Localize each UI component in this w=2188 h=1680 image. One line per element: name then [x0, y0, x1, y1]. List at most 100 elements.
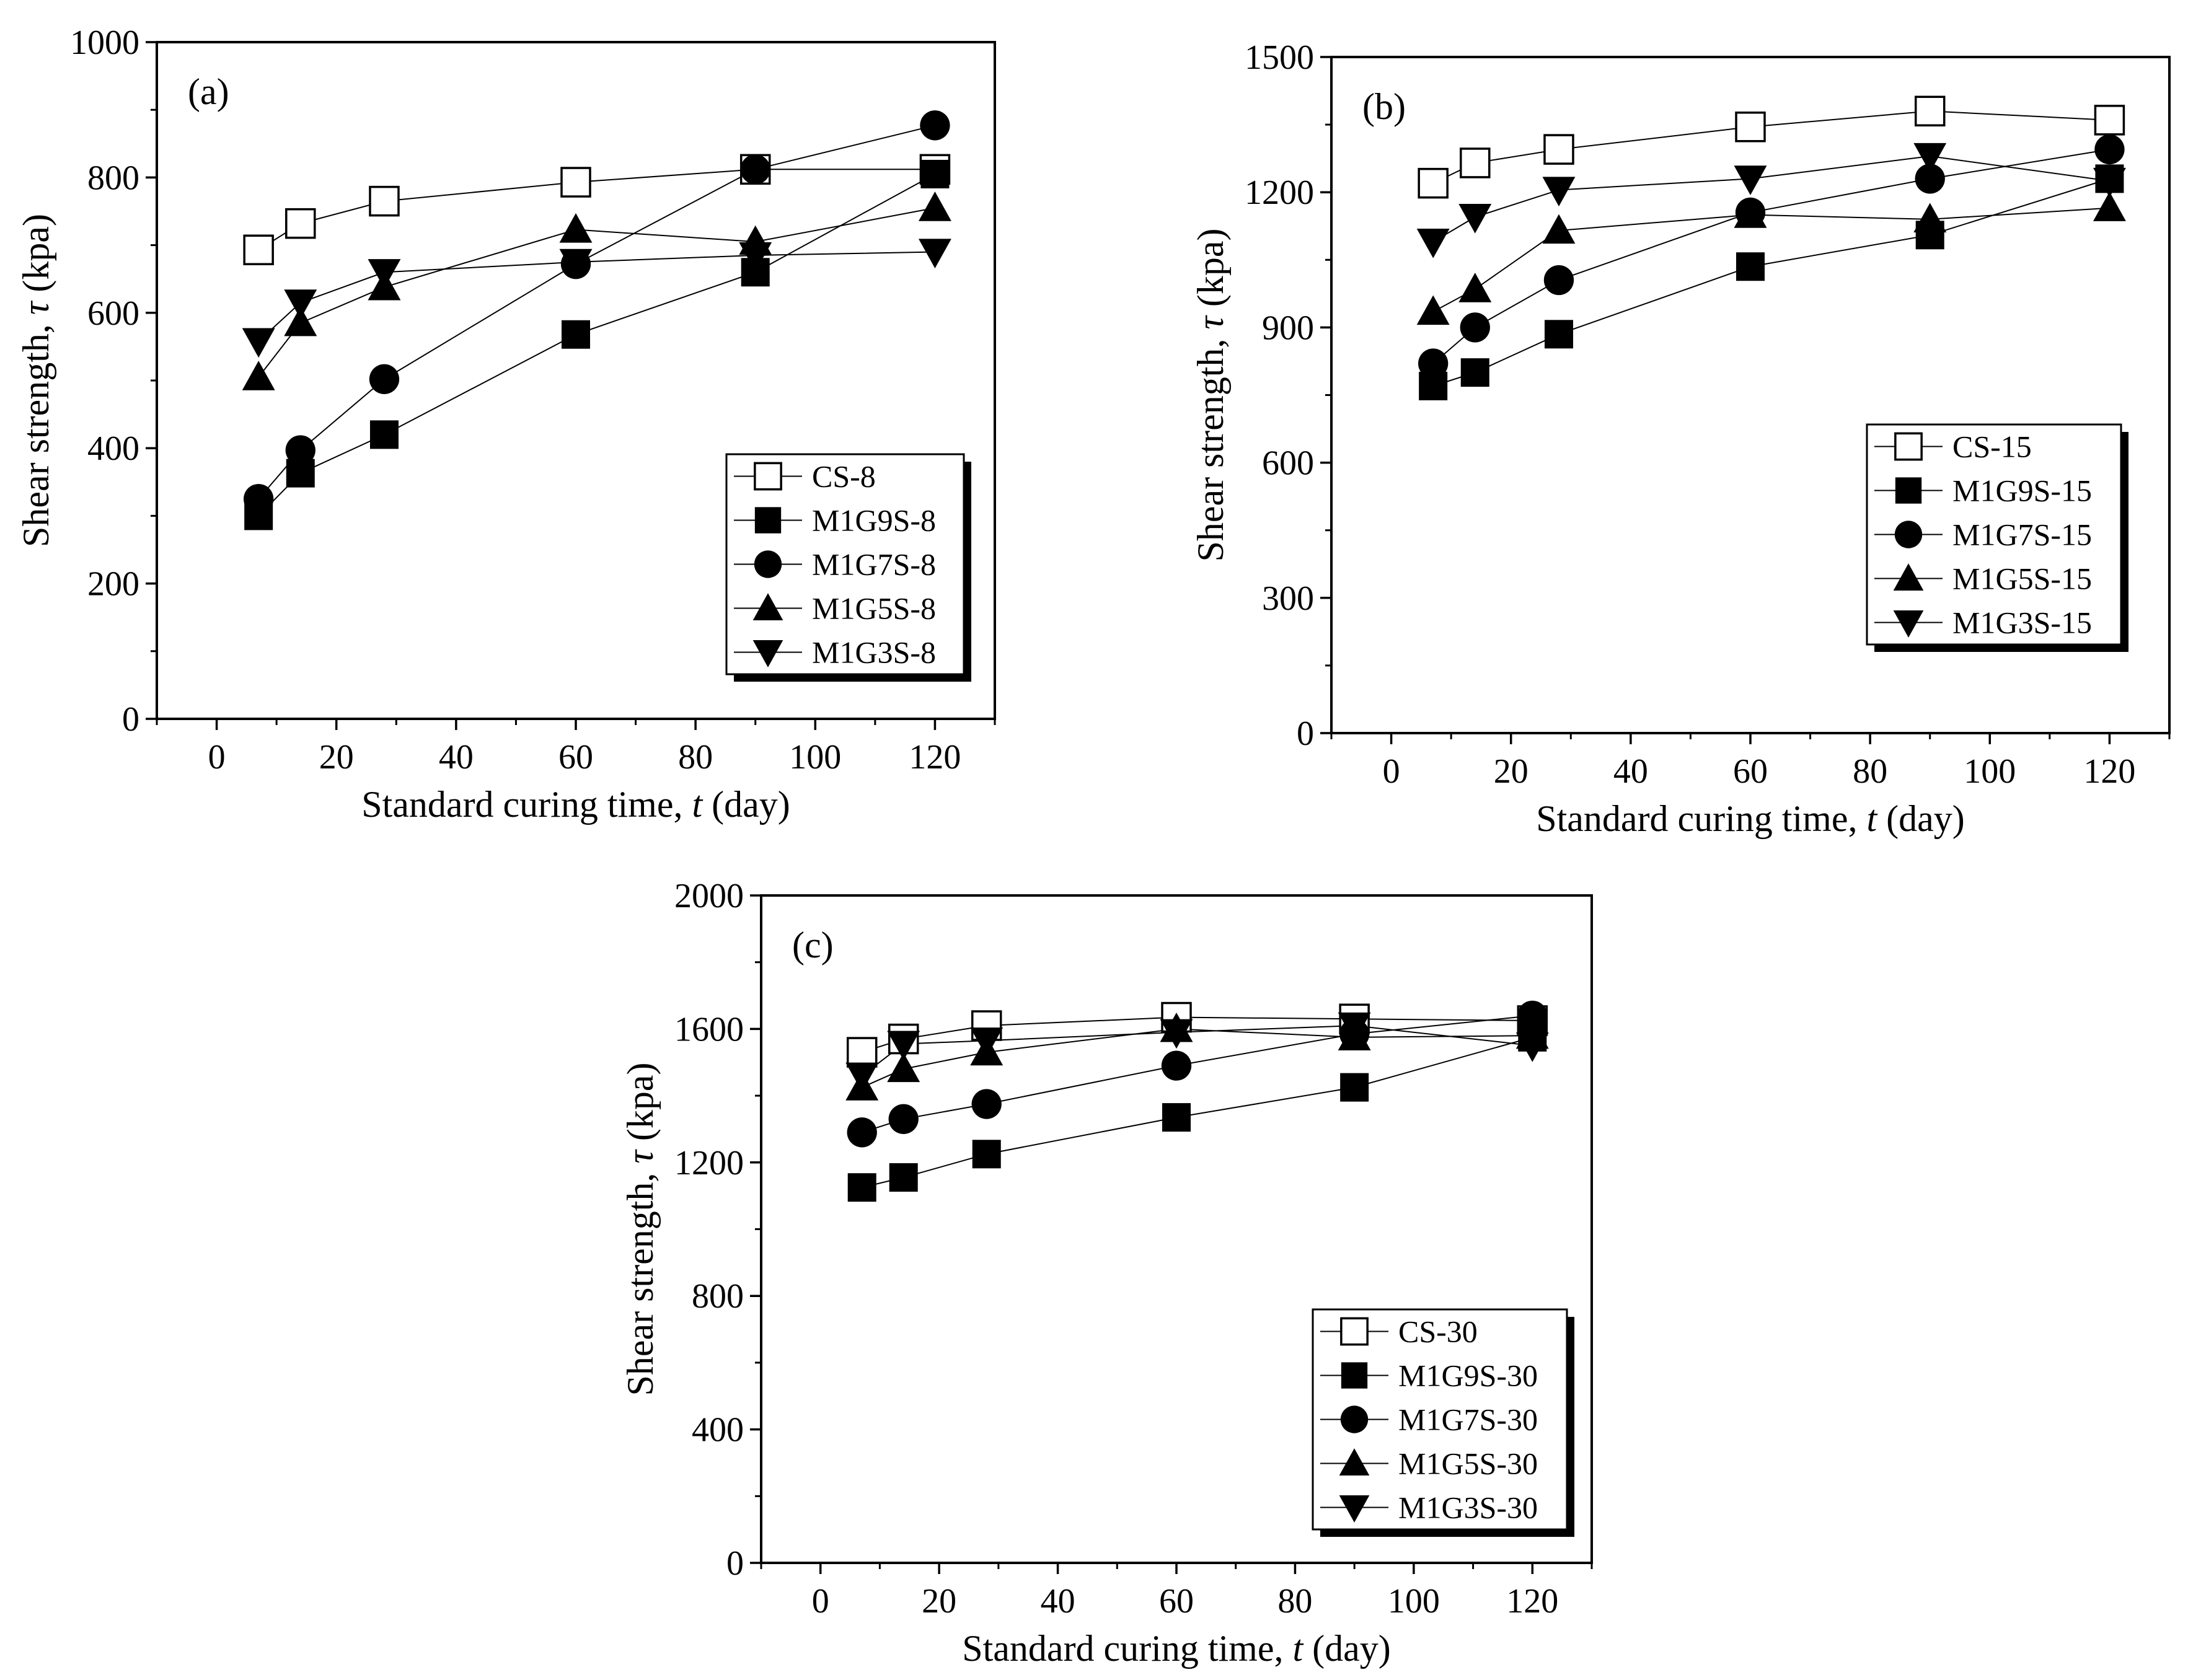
- series-line-M1G3S-15: [1432, 156, 2110, 243]
- legend-marker-M1G5S-15: [1893, 563, 1924, 591]
- series-line-M1G3S-30: [862, 1025, 1533, 1076]
- legend-marker-M1G3S-8: [752, 640, 783, 667]
- data-point-CS-15: [2094, 105, 2125, 136]
- data-point-M1G9S-30: [972, 1140, 1001, 1169]
- x-tick-label: 60: [1159, 1582, 1194, 1621]
- y-tick-label: 600: [87, 294, 139, 333]
- data-point-M1G3S-15: [1913, 143, 1947, 173]
- data-point-M1G3S-30: [845, 1062, 879, 1093]
- y-tick-label: 0: [726, 1544, 744, 1583]
- data-point-M1G7S-8: [740, 154, 770, 185]
- data-point-M1G7S-30: [888, 1104, 919, 1134]
- data-point-M1G5S-15: [1913, 203, 1947, 232]
- data-point-M1G3S-15: [2093, 167, 2126, 198]
- data-point-CS-8: [560, 167, 591, 198]
- x-tick-label: 0: [1383, 752, 1400, 791]
- legend-label: M1G9S-30: [1398, 1358, 1538, 1393]
- y-tick-label: 1200: [1245, 174, 1314, 212]
- data-point-M1G9S-30: [1340, 1073, 1369, 1102]
- chart-panel-3: 0 20 40 60 80 100 1200400800120016002000Standa…: [620, 877, 1593, 1669]
- data-point-M1G9S-8: [920, 159, 950, 188]
- legend-label: M1G3S-15: [1952, 605, 2092, 640]
- legend-label: M1G7S-8: [812, 547, 936, 582]
- legend-label: M1G5S-30: [1398, 1446, 1538, 1481]
- x-tick-label: 120: [2083, 752, 2135, 791]
- series-line-M1G5S-8: [258, 207, 935, 378]
- series-line-M1G9S-15: [1432, 178, 2110, 387]
- data-point-CS-8: [369, 185, 400, 217]
- y-tick-label: 300: [1262, 579, 1314, 618]
- x-tick-label: 20: [1494, 752, 1529, 791]
- x-tick-label: 20: [922, 1582, 956, 1621]
- data-point-M1G3S-30: [1515, 1032, 1549, 1062]
- data-point-M1G5S-30: [887, 1052, 920, 1083]
- data-point-M1G3S-8: [284, 289, 317, 319]
- data-point-M1G3S-8: [242, 328, 275, 358]
- data-point-M1G5S-8: [918, 191, 951, 221]
- data-point-M1G9S-30: [847, 1173, 876, 1202]
- data-point-CS-15: [1735, 111, 1766, 143]
- data-point-CS-8: [285, 208, 316, 239]
- x-axis-title: Standard curing time, t (day): [1536, 798, 1964, 839]
- data-point-M1G7S-8: [369, 364, 400, 394]
- legend-label: M1G9S-8: [812, 503, 936, 538]
- x-tick-label: 100: [1964, 752, 2016, 791]
- data-point-M1G9S-8: [369, 420, 399, 449]
- series-line-CS-8: [258, 169, 935, 251]
- data-point-M1G5S-8: [559, 213, 593, 243]
- x-tick-label: 40: [1041, 1582, 1075, 1621]
- legend-marker-M1G5S-8: [752, 593, 783, 620]
- data-point-M1G7S-8: [244, 483, 274, 514]
- x-tick-label: 100: [1388, 1582, 1440, 1621]
- series-line-M1G5S-30: [862, 1028, 1533, 1088]
- legend-label: M1G7S-30: [1398, 1402, 1538, 1437]
- y-tick-label: 0: [122, 700, 139, 739]
- data-point-M1G7S-15: [1543, 265, 1574, 296]
- series-line-M1G3S-8: [258, 251, 935, 342]
- legend-label: CS-30: [1398, 1314, 1478, 1349]
- legend-marker-M1G5S-30: [1339, 1448, 1370, 1475]
- data-point-CS-8: [243, 234, 274, 265]
- data-point-CS-15: [1418, 167, 1449, 199]
- legend-label: M1G3S-8: [812, 635, 936, 670]
- series-line-M1G5S-15: [1432, 207, 2110, 312]
- series-line-M1G7S-15: [1432, 149, 2110, 364]
- x-tick-label: 60: [558, 738, 593, 776]
- data-point-M1G9S-15: [1544, 320, 1573, 349]
- data-point-M1G7S-15: [1460, 312, 1490, 343]
- data-point-M1G7S-8: [920, 110, 950, 141]
- y-tick-label: 900: [1262, 309, 1314, 347]
- y-tick-label: 1000: [70, 24, 139, 62]
- series-line-M1G9S-30: [862, 1036, 1533, 1189]
- legend-marker-M1G9S-15: [1895, 477, 1922, 504]
- data-point-M1G7S-15: [2094, 134, 2125, 165]
- y-tick-label: 1200: [674, 1144, 744, 1182]
- y-axis-title: Shear strength, τ (kpa): [15, 214, 56, 547]
- y-tick-label: 0: [1297, 715, 1314, 753]
- panel-label: (a): [188, 71, 229, 112]
- y-tick-label: 2000: [674, 877, 744, 915]
- legend-label: M1G5S-8: [812, 591, 936, 626]
- data-point-M1G3S-15: [1734, 165, 1767, 195]
- x-tick-label: 80: [1277, 1582, 1312, 1621]
- x-tick-label: 20: [319, 738, 354, 776]
- y-tick-label: 800: [692, 1277, 744, 1316]
- x-tick-label: 0: [812, 1582, 829, 1621]
- y-tick-label: 400: [87, 429, 139, 468]
- data-point-M1G5S-15: [1458, 273, 1492, 302]
- legend-marker-M1G3S-15: [1893, 610, 1924, 638]
- data-point-M1G9S-15: [1736, 252, 1765, 281]
- y-tick-label: 200: [87, 565, 139, 604]
- chart-panel-2: 0 20 40 60 80 100 120030060090012001500Standar…: [1190, 38, 2171, 839]
- legend-marker-CS-8: [754, 462, 782, 491]
- data-point-M1G7S-8: [285, 435, 315, 465]
- data-point-CS-15: [1460, 147, 1491, 178]
- legend-marker-M1G7S-8: [754, 550, 782, 578]
- x-tick-label: 120: [909, 738, 961, 776]
- data-point-M1G3S-8: [368, 259, 401, 289]
- series-line-M1G7S-8: [258, 125, 935, 499]
- panel-label: (c): [792, 925, 834, 965]
- legend-label: M1G9S-15: [1952, 473, 2092, 508]
- data-point-M1G3S-8: [918, 239, 951, 268]
